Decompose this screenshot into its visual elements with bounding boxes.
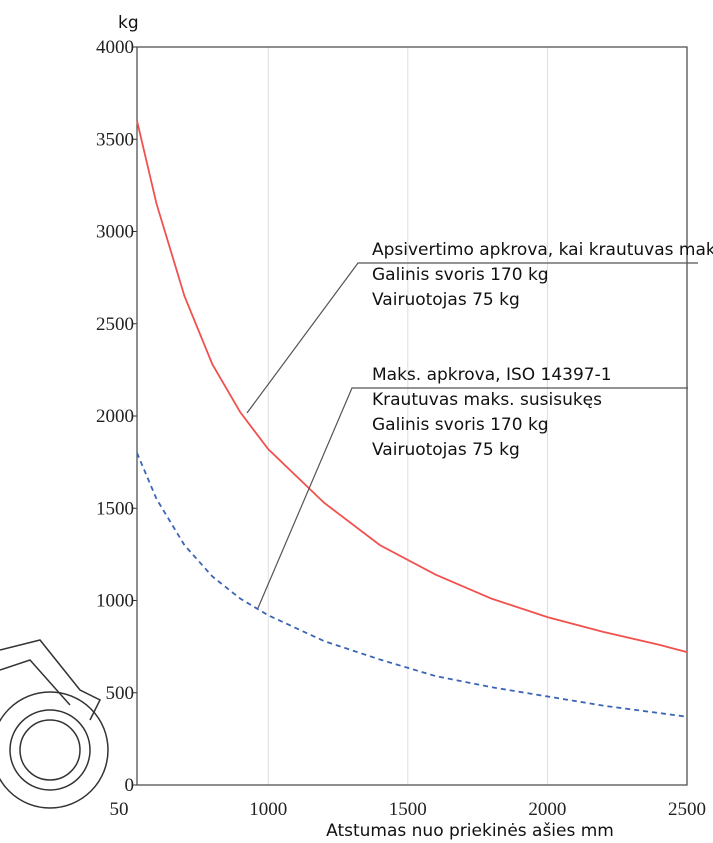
leader-line — [257, 387, 688, 609]
annotation: Galinis svoris 170 kg — [372, 265, 549, 285]
line-series — [136, 120, 688, 654]
annotation: Vairuotojas 75 kg — [372, 440, 520, 460]
y-tick-label: 3000 — [96, 222, 134, 243]
wheel-illustration — [0, 639, 109, 809]
y-tick-label: 3500 — [96, 129, 134, 150]
y-tick-label: 2000 — [96, 406, 134, 427]
x-tick-label: 2000 — [528, 799, 566, 820]
y-tick-label: 500 — [106, 683, 135, 704]
y-tick-label: 2500 — [96, 314, 134, 335]
leader-line — [246, 262, 698, 414]
annotation: Galinis svoris 170 kg — [372, 415, 549, 435]
annotation: Maks. apkrova, ISO 14397-1 — [372, 365, 612, 385]
annotation: Krautuvas maks. susisukęs — [372, 390, 602, 410]
x-axis-label: Atstumas nuo priekinės ašies mm — [326, 821, 614, 841]
x-tick-label: 1000 — [249, 799, 287, 820]
annotation: Apsivertimo apkrova, kai krautuvas maksi… — [372, 240, 713, 260]
line-series — [136, 452, 688, 718]
plot-frame — [136, 46, 688, 786]
y-tick-label: 0 — [125, 775, 135, 796]
y-tick-label: 4000 — [96, 37, 134, 58]
x-tick-label: 2500 — [668, 799, 706, 820]
y-tick-label: 1500 — [96, 498, 134, 519]
y-tick-label: 1000 — [96, 591, 134, 612]
x-tick-label: 50 — [110, 799, 129, 820]
x-tick-label: 1500 — [389, 799, 427, 820]
y-axis-label: kg — [118, 13, 139, 33]
annotation: Vairuotojas 75 kg — [372, 290, 520, 310]
